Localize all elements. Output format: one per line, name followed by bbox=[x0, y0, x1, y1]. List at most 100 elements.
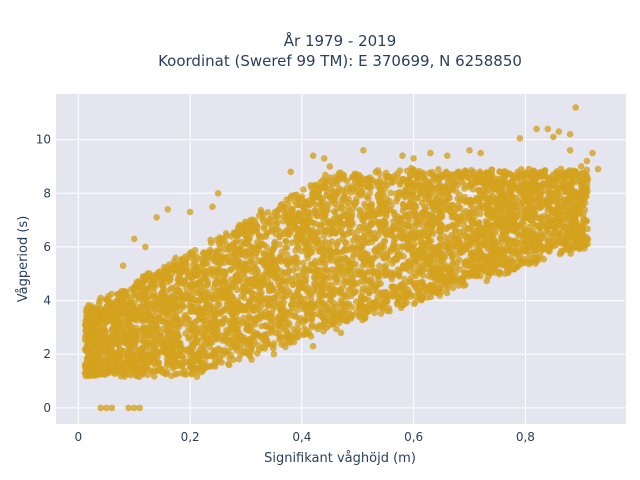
data-point bbox=[468, 166, 475, 174]
data-point bbox=[537, 183, 545, 190]
data-point bbox=[276, 336, 283, 343]
data-point bbox=[261, 345, 269, 352]
data-point bbox=[317, 312, 324, 319]
data-point bbox=[372, 168, 380, 176]
data-point bbox=[105, 304, 112, 312]
data-point bbox=[406, 278, 414, 285]
data-point bbox=[308, 248, 316, 256]
data-point bbox=[435, 184, 442, 191]
data-point bbox=[322, 226, 329, 234]
data-point bbox=[216, 301, 223, 308]
data-point bbox=[544, 224, 551, 232]
data-point bbox=[288, 301, 296, 309]
data-point bbox=[171, 305, 178, 312]
data-point bbox=[251, 217, 259, 225]
data-point bbox=[226, 266, 234, 274]
data-point bbox=[500, 215, 508, 222]
data-point bbox=[479, 266, 486, 273]
data-point bbox=[540, 255, 547, 263]
data-point bbox=[584, 235, 592, 243]
data-point bbox=[319, 287, 326, 295]
data-point bbox=[279, 278, 287, 285]
data-point bbox=[143, 272, 150, 279]
data-point bbox=[461, 262, 469, 269]
data-point bbox=[580, 210, 587, 218]
data-point bbox=[526, 244, 533, 251]
data-point bbox=[163, 360, 171, 367]
data-point bbox=[202, 259, 209, 267]
data-point bbox=[310, 268, 317, 275]
data-point bbox=[354, 234, 362, 241]
data-point bbox=[357, 245, 365, 252]
data-point bbox=[205, 249, 213, 257]
data-point bbox=[352, 288, 360, 295]
data-point bbox=[469, 252, 476, 259]
data-point bbox=[435, 283, 442, 291]
data-point bbox=[409, 180, 416, 188]
data-point bbox=[170, 326, 177, 333]
data-point bbox=[151, 367, 158, 374]
data-point bbox=[380, 238, 388, 245]
data-point bbox=[222, 304, 230, 312]
data-point bbox=[376, 191, 383, 198]
data-point bbox=[448, 250, 456, 258]
data-point bbox=[550, 237, 557, 245]
data-point bbox=[526, 206, 533, 214]
data-point bbox=[535, 241, 543, 248]
data-point bbox=[268, 326, 275, 333]
data-point bbox=[565, 227, 572, 234]
data-point bbox=[350, 172, 358, 180]
data-point bbox=[266, 264, 273, 271]
data-point bbox=[232, 231, 240, 238]
data-point bbox=[475, 186, 483, 194]
data-point bbox=[271, 302, 278, 310]
data-point bbox=[446, 266, 454, 273]
data-point bbox=[371, 229, 378, 237]
data-point bbox=[509, 192, 516, 200]
data-point bbox=[527, 174, 535, 181]
data-point bbox=[411, 292, 419, 300]
data-point bbox=[452, 227, 460, 234]
data-point bbox=[469, 206, 477, 213]
data-point bbox=[311, 207, 319, 214]
data-point bbox=[394, 217, 401, 224]
data-point bbox=[132, 291, 139, 298]
data-point bbox=[482, 182, 490, 190]
data-point bbox=[159, 283, 166, 290]
data-point bbox=[404, 239, 412, 246]
data-point bbox=[304, 254, 312, 262]
data-point bbox=[212, 347, 219, 355]
data-point bbox=[266, 219, 273, 226]
data-point bbox=[361, 258, 369, 266]
data-point bbox=[418, 279, 425, 286]
data-point bbox=[513, 238, 521, 246]
data-point bbox=[348, 210, 356, 218]
data-point bbox=[536, 203, 543, 211]
data-point bbox=[423, 251, 431, 258]
data-point bbox=[313, 323, 320, 330]
data-point bbox=[579, 231, 587, 238]
data-point bbox=[419, 295, 426, 303]
data-point bbox=[476, 239, 484, 246]
data-point bbox=[158, 289, 165, 297]
data-point bbox=[381, 229, 389, 237]
data-point bbox=[246, 219, 253, 226]
data-point bbox=[102, 349, 110, 356]
data-point bbox=[213, 247, 221, 254]
data-point bbox=[324, 207, 331, 214]
data-point bbox=[146, 348, 154, 356]
data-point bbox=[496, 168, 503, 176]
data-point bbox=[338, 203, 346, 211]
data-point bbox=[309, 194, 317, 202]
data-point bbox=[302, 198, 310, 205]
data-point bbox=[395, 286, 403, 294]
data-point bbox=[322, 180, 329, 188]
data-point bbox=[350, 251, 357, 258]
data-point bbox=[443, 189, 451, 196]
data-point bbox=[536, 197, 543, 204]
data-point bbox=[358, 253, 366, 261]
data-point bbox=[311, 281, 318, 289]
data-point bbox=[139, 290, 146, 297]
data-point bbox=[330, 188, 338, 195]
data-point bbox=[163, 288, 170, 296]
